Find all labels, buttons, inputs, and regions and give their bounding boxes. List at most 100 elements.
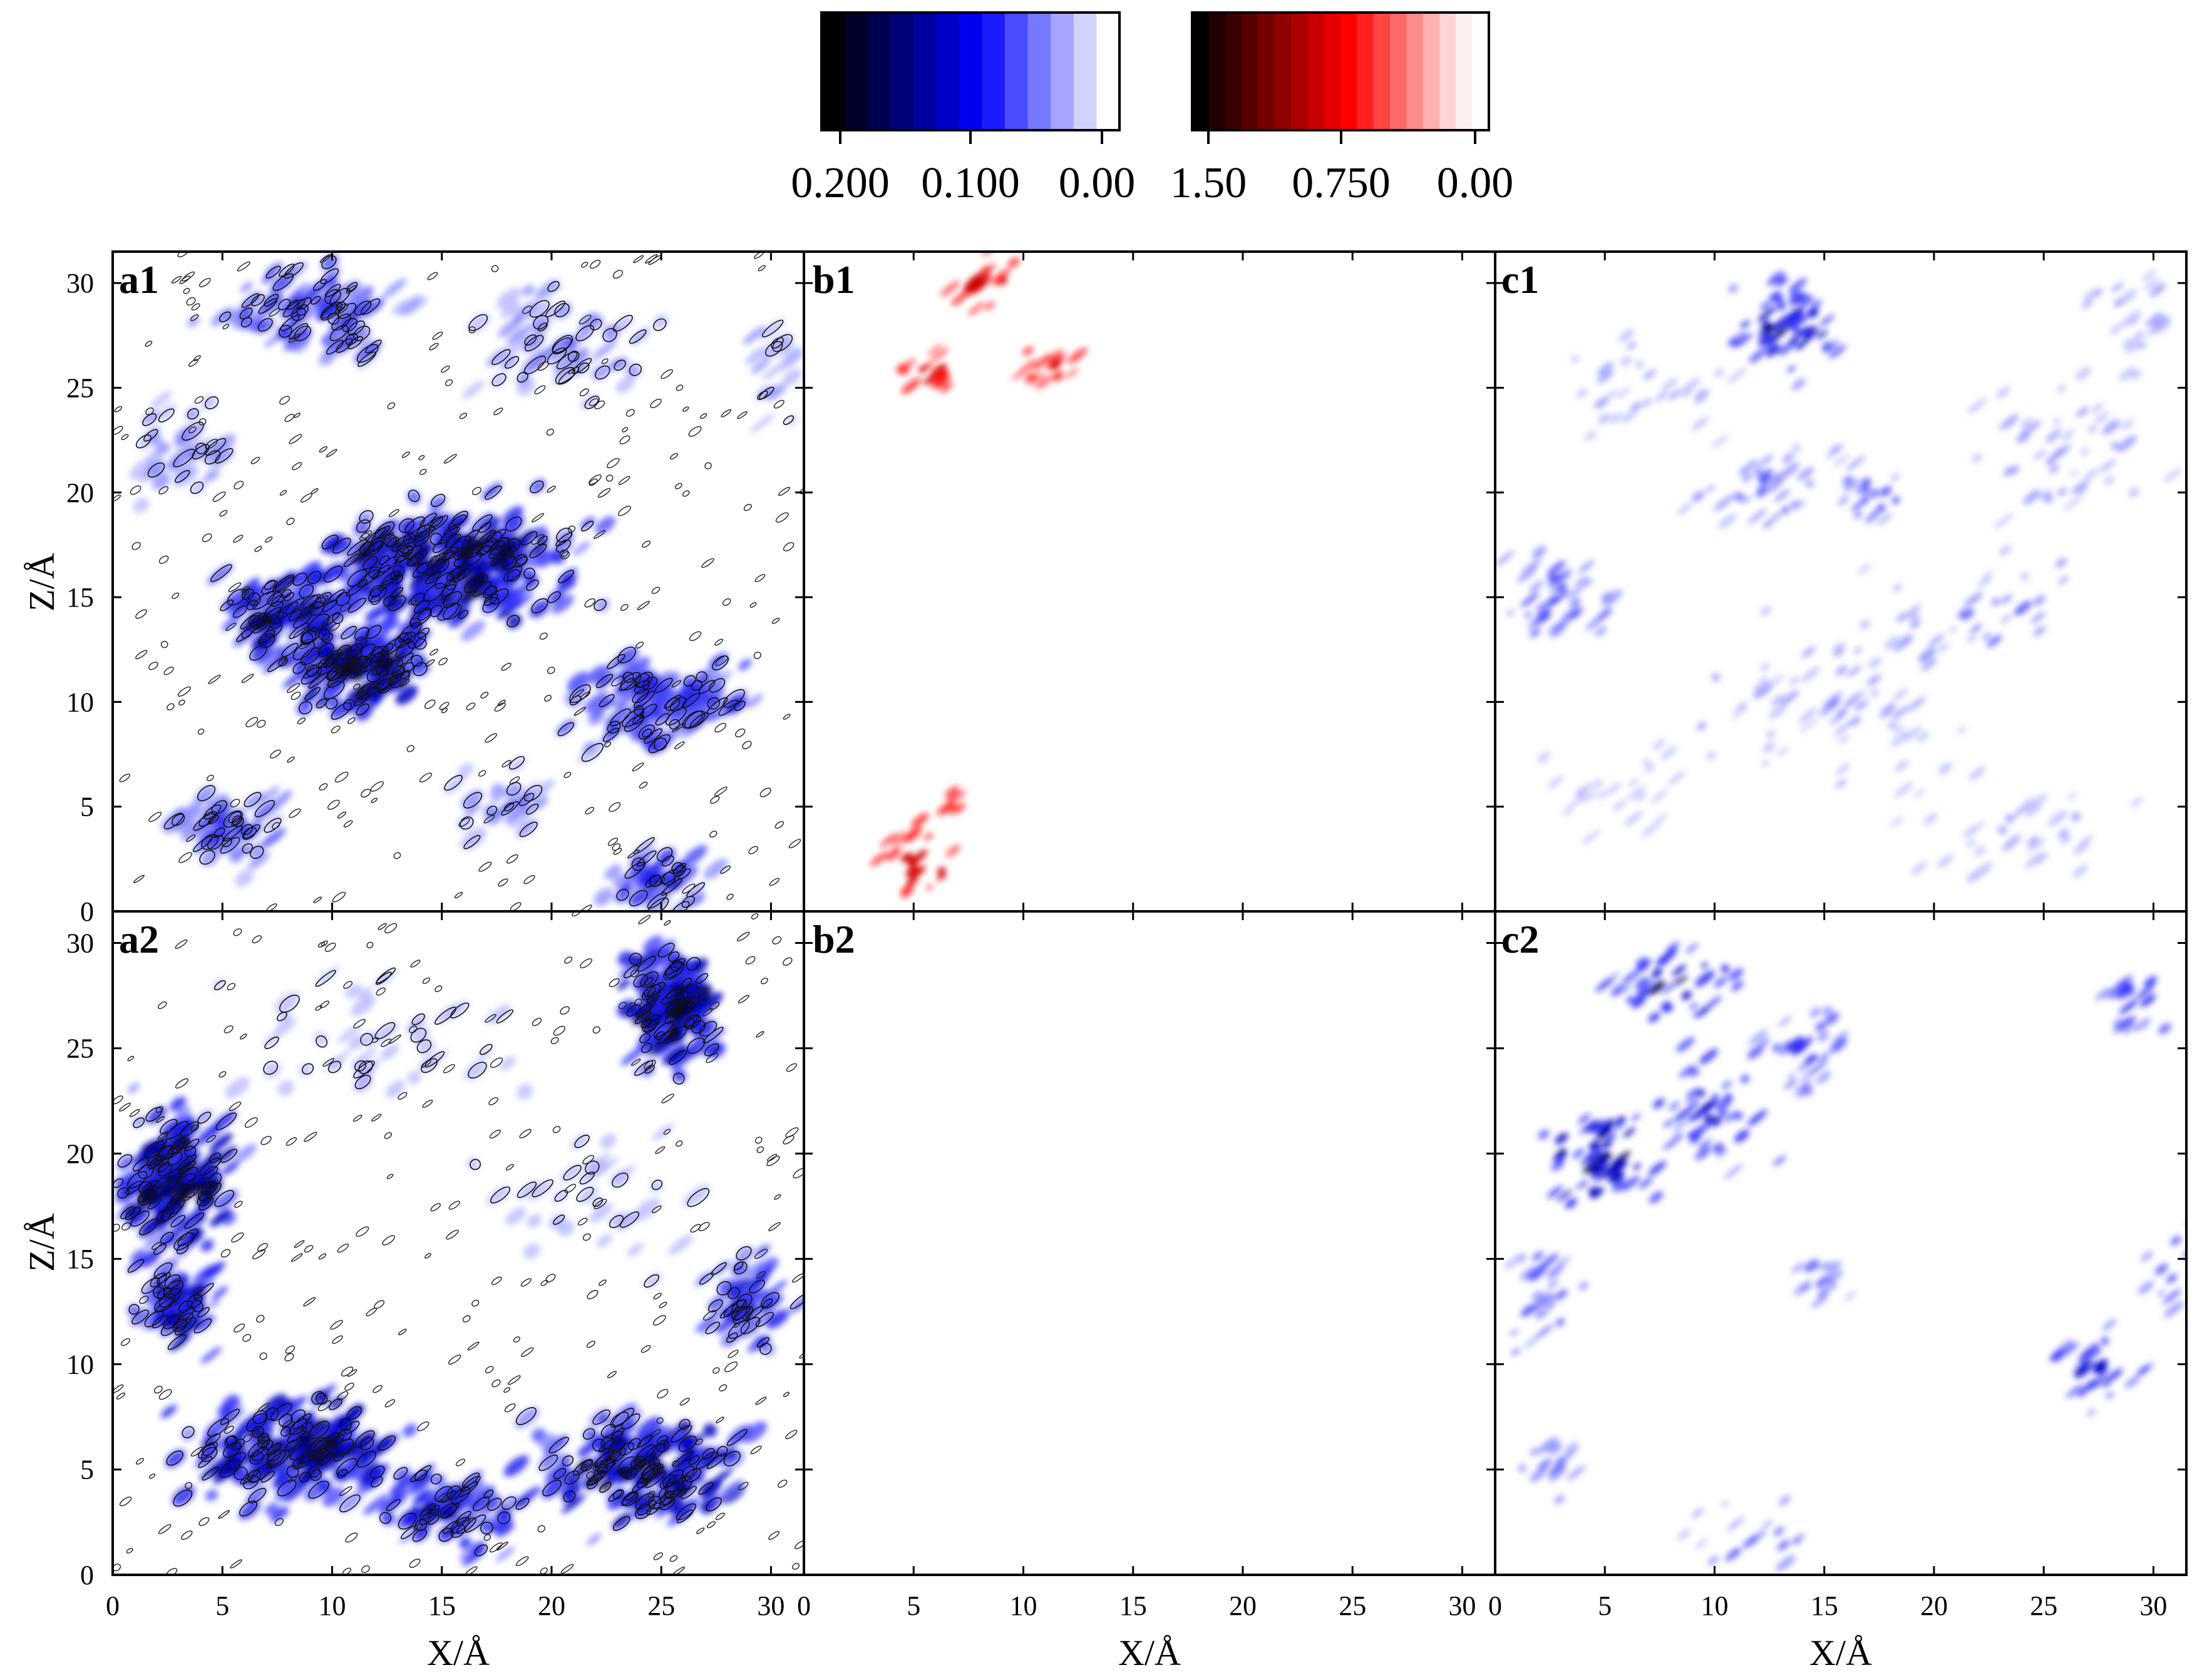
contour-line [627, 1438, 641, 1450]
density-spot [1630, 1113, 1641, 1122]
contour-line [622, 1492, 638, 1507]
density-spot [1797, 467, 1814, 481]
contour-line [599, 1279, 607, 1286]
contour-line [445, 579, 457, 590]
contour-line [704, 462, 712, 469]
contour-line [441, 546, 459, 561]
density-spot [1732, 712, 1741, 719]
contour-line [706, 697, 728, 715]
contour-line [356, 683, 372, 697]
density-spot [458, 591, 475, 605]
contour-line [668, 951, 680, 962]
density-spot [1895, 760, 1909, 772]
density-spot [1548, 1460, 1567, 1475]
contour-line [646, 1502, 661, 1515]
density-spot [947, 791, 960, 802]
density-spot [2105, 1391, 2114, 1400]
contour-line [491, 265, 499, 272]
density-spot [1721, 965, 1730, 973]
density-spot [1685, 943, 1699, 953]
density-spot [1736, 702, 1748, 713]
density-spot [1894, 585, 1901, 592]
contour-line [366, 540, 383, 554]
density-spot [296, 560, 321, 581]
contour-line [625, 409, 635, 417]
contour-line [370, 1465, 385, 1479]
contour-line [430, 648, 438, 656]
density-spot [1706, 484, 1716, 493]
density-spot [344, 566, 368, 587]
density-spot [330, 698, 356, 720]
contour-line [737, 411, 748, 419]
contour-line [504, 356, 520, 369]
density-spot [664, 725, 684, 742]
density-spot [1814, 1294, 1828, 1306]
contour-line [168, 1137, 189, 1155]
y-tick-label: 0 [80, 896, 94, 927]
contour-line [612, 1172, 629, 1188]
density-spot [2082, 1378, 2099, 1392]
contour-line [523, 784, 543, 802]
density-spot [157, 404, 177, 421]
contour-line [564, 1470, 580, 1485]
contour-line [775, 512, 789, 523]
contour-line [120, 1206, 136, 1219]
density-spot [180, 1212, 204, 1232]
density-spot [1977, 576, 1992, 588]
density-spot [642, 1066, 655, 1077]
contour-line [193, 812, 215, 831]
contour-line [229, 1101, 242, 1111]
density-spot [453, 1493, 473, 1511]
contour-line [220, 1249, 231, 1258]
contour-line [289, 323, 309, 340]
density-spot [1697, 1139, 1712, 1150]
contour-line [669, 1050, 687, 1065]
contour-line [650, 398, 662, 409]
contour-line [316, 1392, 328, 1405]
density-spot [2118, 992, 2127, 1000]
x-axis-title-middle: X/Å [1118, 1632, 1181, 1673]
density-spot [1651, 789, 1668, 803]
contour-line [234, 481, 244, 489]
contour-line [501, 662, 512, 671]
contour-line [633, 690, 655, 709]
contour-line [335, 303, 349, 314]
contour-line [355, 637, 368, 649]
contour-line [644, 1060, 656, 1070]
density-spot [1766, 478, 1784, 493]
density-spot [1649, 1161, 1667, 1176]
density-spot [1900, 634, 1912, 645]
density-spot [1792, 500, 1805, 511]
contour-line [687, 1188, 710, 1207]
contour-line [523, 874, 535, 884]
density-spot [257, 645, 283, 667]
density-spot [1736, 494, 1744, 503]
density-spot [589, 315, 604, 329]
contour-line [394, 632, 412, 648]
contour-line [292, 572, 307, 586]
panel-label-c1: c1 [1501, 257, 1539, 302]
density-spot [132, 1116, 147, 1129]
density-spot [1781, 506, 1790, 514]
density-spot [1653, 1098, 1665, 1109]
density-spot [2075, 366, 2092, 381]
contour-line [479, 1043, 493, 1055]
density-spot [1734, 333, 1753, 348]
contour-line [599, 1482, 612, 1493]
contour-line [346, 285, 358, 294]
density-spot [1804, 1088, 1814, 1097]
contour-line [592, 1026, 600, 1034]
density-spot [1949, 626, 1957, 633]
contour-line [299, 584, 314, 598]
density-spot [1788, 1073, 1796, 1080]
density-spot [203, 1416, 230, 1439]
density-spot [1585, 616, 1603, 630]
density-spot [785, 414, 798, 426]
contour-line [168, 1168, 184, 1183]
density-spot [1695, 1005, 1711, 1018]
contour-line [506, 615, 520, 628]
density-spot [529, 479, 546, 494]
density-spot [1571, 356, 1580, 363]
contour-line [137, 1185, 158, 1203]
contour-line [326, 670, 337, 680]
